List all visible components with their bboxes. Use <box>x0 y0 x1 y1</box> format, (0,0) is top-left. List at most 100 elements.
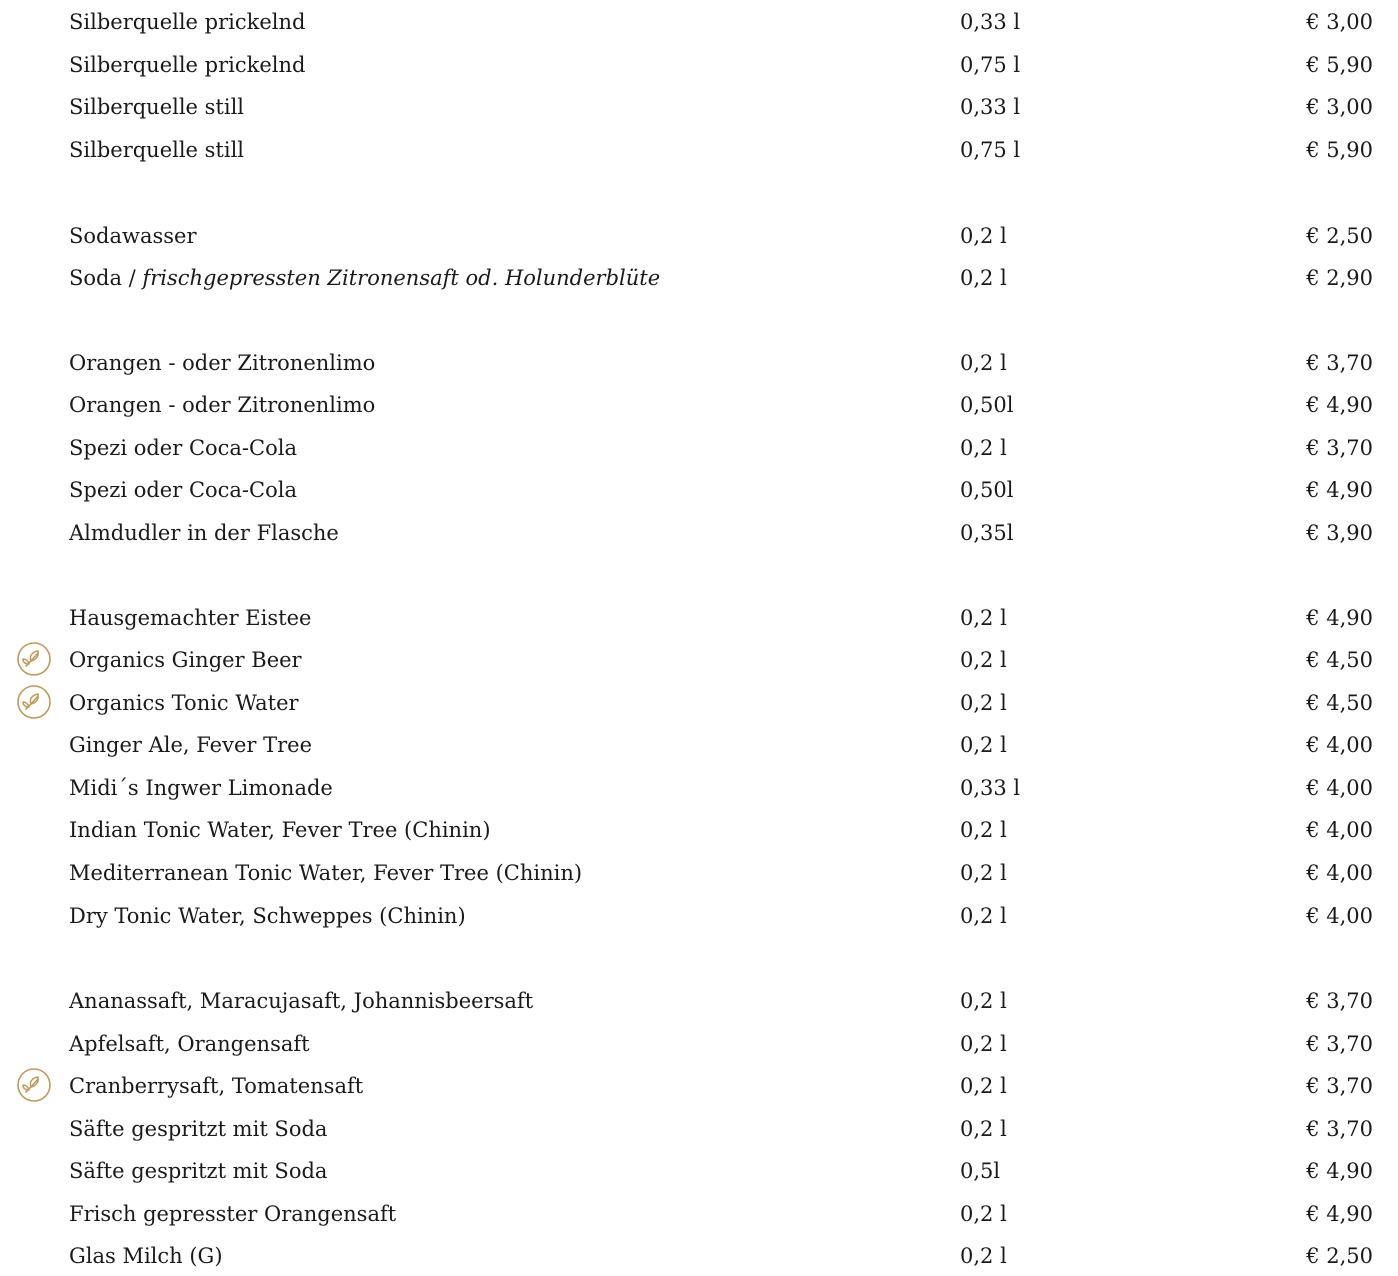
menu-item-row: Silberquelle still 0,75 l € 5,90 <box>0 130 1398 170</box>
item-name: Ginger Ale, Fever Tree <box>69 733 313 757</box>
item-volume: 0,2 l <box>960 691 1007 715</box>
menu-item-row: Orangen - oder Zitronenlimo 0,2 l € 3,70 <box>0 343 1398 383</box>
item-price: € 3,00 <box>1306 10 1373 34</box>
item-volume: 0,2 l <box>960 224 1007 248</box>
item-name: Organics Tonic Water <box>69 691 299 715</box>
item-volume: 0,2 l <box>960 266 1007 290</box>
item-name: Soda / frischgepressten Zitronensaft od.… <box>69 266 661 290</box>
item-name: Indian Tonic Water, Fever Tree (Chinin) <box>69 818 491 842</box>
menu-item-row: Spezi oder Coca-Cola 0,2 l € 3,70 <box>0 428 1398 468</box>
menu-item-row: Silberquelle still 0,33 l € 3,00 <box>0 87 1398 127</box>
item-name: Silberquelle still <box>69 138 245 162</box>
menu-item-row: Soda / frischgepressten Zitronensaft od.… <box>0 258 1398 298</box>
item-volume: 0,33 l <box>960 95 1021 119</box>
item-name: Dry Tonic Water, Schweppes (Chinin) <box>69 904 466 928</box>
organic-leaf-icon <box>16 1067 52 1103</box>
item-price: € 4,90 <box>1306 478 1373 502</box>
item-name: Apfelsaft, Orangensaft <box>69 1032 310 1056</box>
menu-item-row: Cranberrysaft, Tomatensaft 0,2 l € 3,70 <box>0 1066 1398 1106</box>
menu-item-row: Säfte gespritzt mit Soda 0,2 l € 3,70 <box>0 1109 1398 1149</box>
item-volume: 0,2 l <box>960 861 1007 885</box>
item-name: Silberquelle prickelnd <box>69 10 306 34</box>
menu-item-row: Silberquelle prickelnd 0,75 l € 5,90 <box>0 45 1398 85</box>
menu-item-row: Midi´s Ingwer Limonade 0,33 l € 4,00 <box>0 768 1398 808</box>
menu-item-row: Silberquelle prickelnd 0,33 l € 3,00 <box>0 2 1398 42</box>
item-volume: 0,5l <box>960 1159 1001 1183</box>
item-price: € 2,90 <box>1306 266 1373 290</box>
menu-item-row: Ginger Ale, Fever Tree 0,2 l € 4,00 <box>0 725 1398 765</box>
item-price: € 4,50 <box>1306 648 1373 672</box>
item-name: Almdudler in der Flasche <box>69 521 339 545</box>
menu-item-row: Indian Tonic Water, Fever Tree (Chinin) 0… <box>0 810 1398 850</box>
item-price: € 3,70 <box>1306 1032 1373 1056</box>
item-name: Frisch gepresster Orangensaft <box>69 1202 397 1226</box>
item-name-italic: frischgepressten Zitronensaft od. Holund… <box>142 266 661 290</box>
item-volume: 0,2 l <box>960 818 1007 842</box>
item-price: € 4,00 <box>1306 818 1373 842</box>
menu-item-row: Hausgemachter Eistee 0,2 l € 4,90 <box>0 598 1398 638</box>
item-name: Mediterranean Tonic Water, Fever Tree (C… <box>69 861 583 885</box>
item-price: € 3,90 <box>1306 521 1373 545</box>
item-name: Orangen - oder Zitronenlimo <box>69 351 376 375</box>
menu-item-row: Säfte gespritzt mit Soda 0,5l € 4,90 <box>0 1151 1398 1191</box>
item-price: € 3,00 <box>1306 95 1373 119</box>
menu-item-row: Organics Tonic Water 0,2 l € 4,50 <box>0 683 1398 723</box>
item-price: € 5,90 <box>1306 53 1373 77</box>
item-name: Silberquelle still <box>69 95 245 119</box>
menu-item-row: Spezi oder Coca-Cola 0,50l € 4,90 <box>0 470 1398 510</box>
item-volume: 0,2 l <box>960 648 1007 672</box>
menu-item-row: Orangen - oder Zitronenlimo 0,50l € 4,90 <box>0 385 1398 425</box>
item-price: € 4,90 <box>1306 1202 1373 1226</box>
menu-item-row: Ananassaft, Maracujasaft, Johannisbeersa… <box>0 981 1398 1021</box>
item-volume: 0,50l <box>960 393 1014 417</box>
item-volume: 0,33 l <box>960 10 1021 34</box>
item-price: € 5,90 <box>1306 138 1373 162</box>
item-price: € 2,50 <box>1306 224 1373 248</box>
menu-item-row: Dry Tonic Water, Schweppes (Chinin) 0,2 l… <box>0 896 1398 936</box>
menu-item-row: Almdudler in der Flasche 0,35l € 3,90 <box>0 513 1398 553</box>
item-volume: 0,2 l <box>960 989 1007 1013</box>
item-name: Glas Milch (G) <box>69 1244 223 1268</box>
item-price: € 4,00 <box>1306 861 1373 885</box>
item-volume: 0,2 l <box>960 1202 1007 1226</box>
item-price: € 4,00 <box>1306 776 1373 800</box>
item-volume: 0,2 l <box>960 1074 1007 1098</box>
item-name: Säfte gespritzt mit Soda <box>69 1117 328 1141</box>
item-volume: 0,35l <box>960 521 1014 545</box>
item-volume: 0,75 l <box>960 138 1021 162</box>
item-volume: 0,2 l <box>960 904 1007 928</box>
item-volume: 0,75 l <box>960 53 1021 77</box>
item-volume: 0,2 l <box>960 436 1007 460</box>
item-name: Midi´s Ingwer Limonade <box>69 776 333 800</box>
menu-item-row: Frisch gepresster Orangensaft 0,2 l € 4,90 <box>0 1194 1398 1234</box>
item-volume: 0,2 l <box>960 1244 1007 1268</box>
item-price: € 3,70 <box>1306 436 1373 460</box>
item-price: € 3,70 <box>1306 1117 1373 1141</box>
item-volume: 0,2 l <box>960 606 1007 630</box>
menu-item-row: Glas Milch (G) 0,2 l € 2,50 <box>0 1236 1398 1276</box>
item-name: Sodawasser <box>69 224 197 248</box>
item-name: Hausgemachter Eistee <box>69 606 312 630</box>
item-name: Silberquelle prickelnd <box>69 53 306 77</box>
item-volume: 0,2 l <box>960 351 1007 375</box>
item-price: € 4,00 <box>1306 904 1373 928</box>
organic-leaf-icon <box>16 641 52 677</box>
item-volume: 0,2 l <box>960 733 1007 757</box>
item-volume: 0,2 l <box>960 1117 1007 1141</box>
menu-item-row: Sodawasser 0,2 l € 2,50 <box>0 216 1398 256</box>
menu-item-row: Apfelsaft, Orangensaft 0,2 l € 3,70 <box>0 1024 1398 1064</box>
item-name: Cranberrysaft, Tomatensaft <box>69 1074 364 1098</box>
organic-leaf-icon <box>16 684 52 720</box>
item-price: € 3,70 <box>1306 1074 1373 1098</box>
item-volume: 0,2 l <box>960 1032 1007 1056</box>
item-volume: 0,33 l <box>960 776 1021 800</box>
item-name: Orangen - oder Zitronenlimo <box>69 393 376 417</box>
item-volume: 0,50l <box>960 478 1014 502</box>
item-price: € 4,90 <box>1306 1159 1373 1183</box>
item-name: Säfte gespritzt mit Soda <box>69 1159 328 1183</box>
item-price: € 4,90 <box>1306 393 1373 417</box>
item-price: € 4,50 <box>1306 691 1373 715</box>
item-name: Organics Ginger Beer <box>69 648 302 672</box>
item-name: Ananassaft, Maracujasaft, Johannisbeersa… <box>69 989 534 1013</box>
item-price: € 3,70 <box>1306 351 1373 375</box>
